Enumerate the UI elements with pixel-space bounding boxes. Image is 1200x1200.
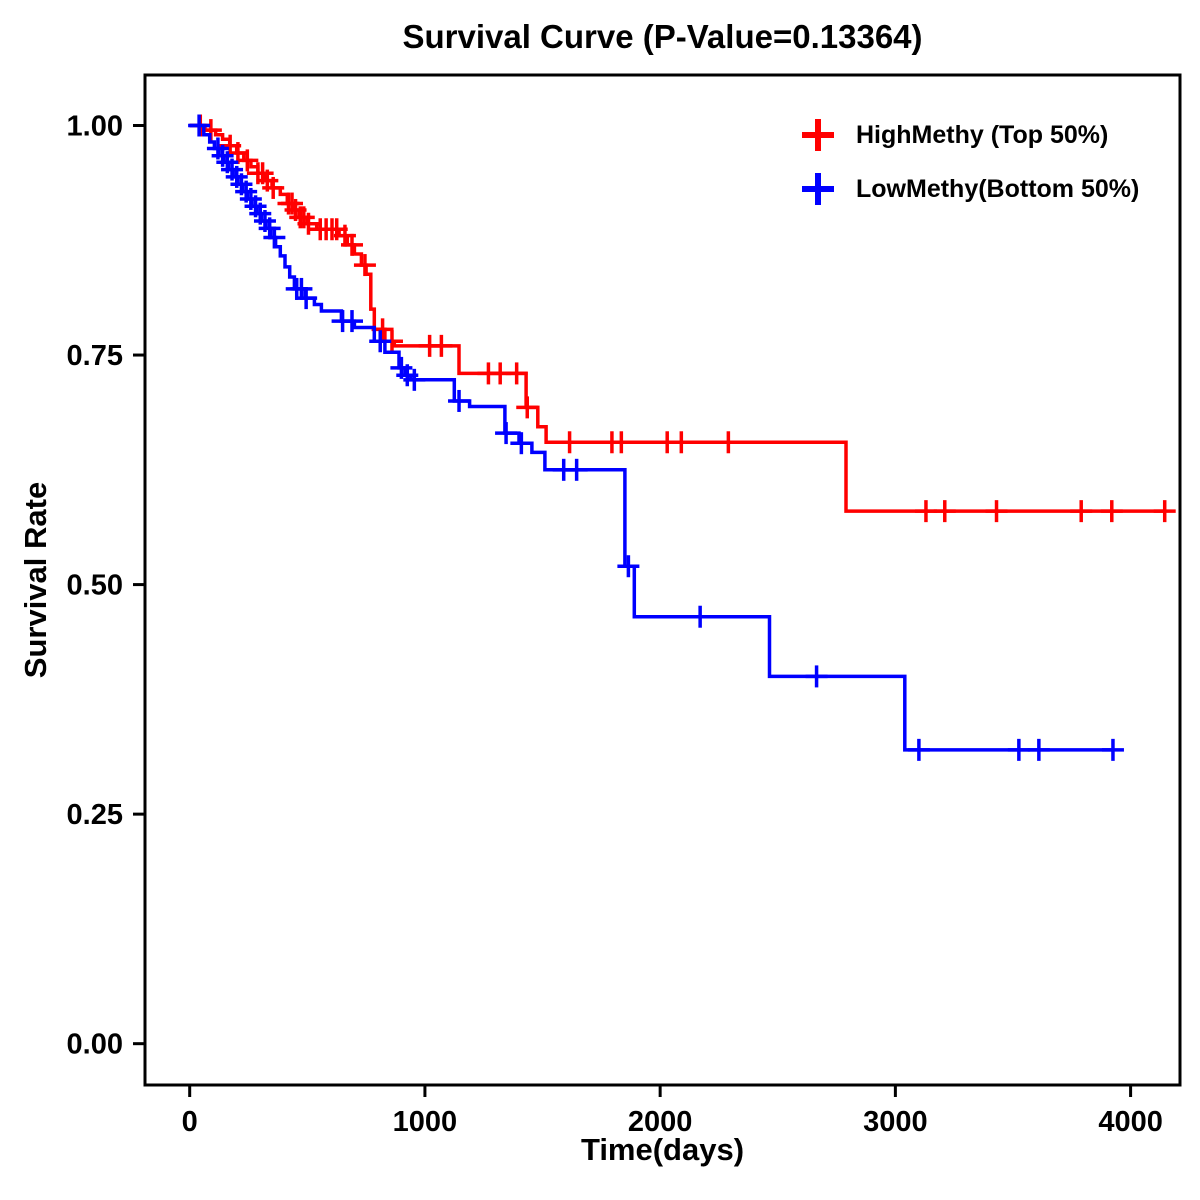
y-tick-label: 0.25	[67, 799, 123, 831]
y-tick-label: 0.75	[67, 340, 123, 372]
highmethy-plus-icon	[802, 119, 834, 151]
lowmethy-plus-icon	[802, 173, 834, 205]
legend-label-highmethy: HighMethy (Top 50%)	[856, 120, 1109, 149]
y-axis-label: Survival Rate	[18, 481, 53, 679]
y-tick-label: 0.50	[67, 570, 123, 602]
legend-label-lowmethy: LowMethy(Bottom 50%)	[856, 174, 1140, 203]
x-tick-label: 4000	[1098, 1106, 1163, 1138]
legend-item-highmethy: HighMethy (Top 50%)	[798, 112, 1139, 158]
chart-title: Survival Curve (P-Value=0.13364)	[402, 18, 923, 55]
legend-item-lowmethy: LowMethy(Bottom 50%)	[798, 166, 1139, 212]
y-tick-label: 1.00	[67, 111, 123, 143]
x-axis-ticks: 0 1000 2000 3000 4000	[182, 1085, 1163, 1138]
legend: HighMethy (Top 50%) LowMethy(Bottom 50%)	[798, 112, 1139, 212]
x-tick-label: 3000	[863, 1106, 928, 1138]
x-tick-label: 2000	[628, 1106, 693, 1138]
x-tick-label: 1000	[393, 1106, 458, 1138]
y-axis-ticks: 0.00 0.25 0.50 0.75 1.00	[67, 111, 145, 1061]
x-tick-label: 0	[182, 1106, 198, 1138]
y-tick-label: 0.00	[67, 1029, 123, 1061]
plot-border	[143, 73, 1182, 1087]
series-highmethy	[189, 114, 1176, 523]
series-lowmethy	[188, 114, 1124, 761]
x-axis-label: Time(days)	[580, 1132, 745, 1167]
